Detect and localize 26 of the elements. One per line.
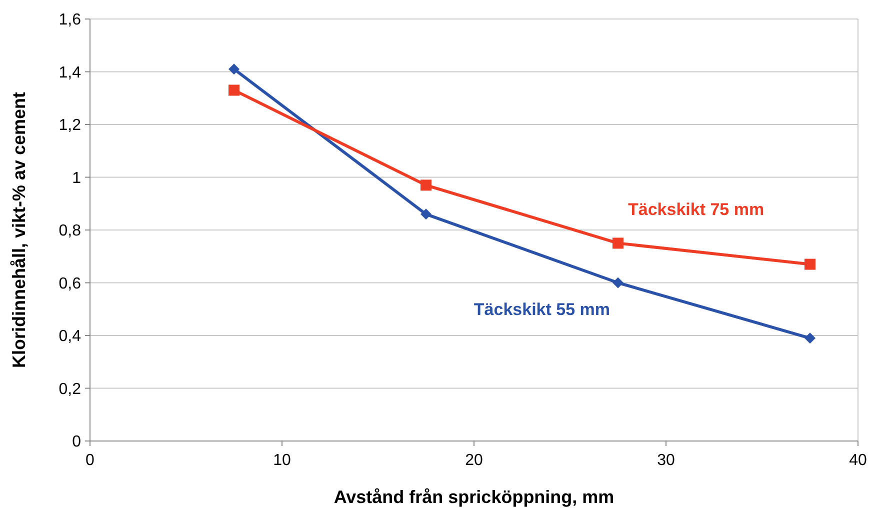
point: [420, 180, 432, 191]
x-tick-label: 0: [86, 452, 95, 469]
x-tick-label: 40: [849, 452, 867, 469]
point: [612, 277, 624, 288]
x-tick-label: 20: [465, 452, 483, 469]
point: [228, 64, 240, 75]
point: [804, 332, 816, 344]
series-label: Täckskikt 55 mm: [474, 300, 610, 319]
y-tick-label: 0,8: [58, 222, 82, 240]
point: [228, 84, 240, 96]
point: [420, 208, 432, 220]
series-label: Täckskikt 75 mm: [628, 200, 764, 220]
y-tick-label: 0,6: [58, 275, 82, 292]
y-tick-label: 1: [72, 170, 82, 187]
y-tick-label: 0,4: [58, 328, 82, 346]
y-axis-title: Kloridinnehåll, vikt-% av cement: [9, 92, 29, 368]
x-tick-label: 30: [657, 452, 675, 469]
point: [612, 238, 624, 249]
y-tick-label: 1,6: [58, 12, 82, 29]
x-tick-label: 10: [273, 452, 291, 469]
y-tick-label: 0: [72, 434, 82, 451]
point: [804, 258, 816, 270]
y-tick-label: 1,4: [58, 64, 82, 82]
y-tick-label: 0,2: [58, 380, 82, 398]
y-tick-label: 1,2: [58, 117, 82, 134]
x-axis-title: Avstånd från spricköppning, mm: [334, 487, 614, 507]
